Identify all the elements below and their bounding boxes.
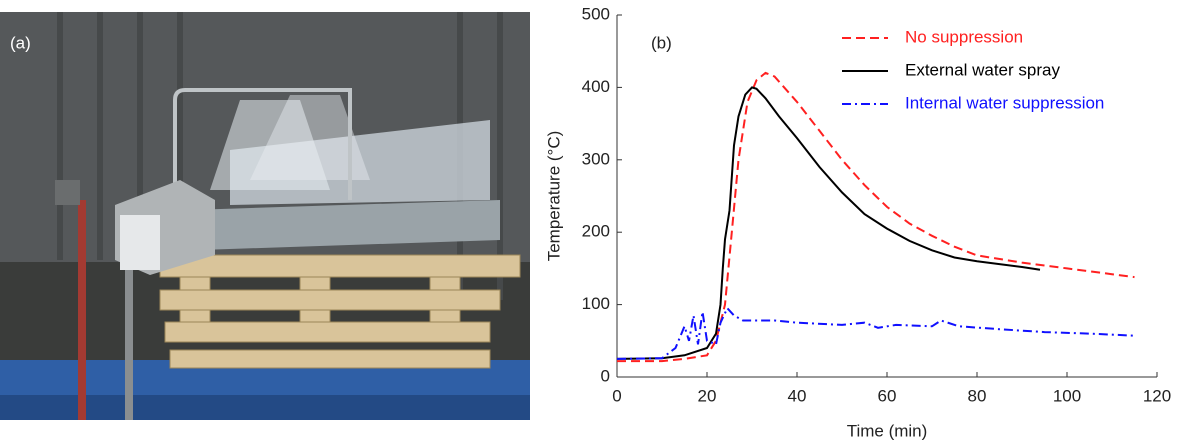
x-tick-label: 20 [698,386,717,405]
x-tick-label: 60 [878,386,897,405]
photo-label: (a) [10,33,31,52]
y-tick-label: 500 [582,4,610,23]
legend-label: External water spray [905,60,1060,79]
data-line [616,86,1041,360]
x-axis-label: Time (min) [847,421,928,440]
x-tick-label: 0 [612,386,621,405]
x-tick-label: 120 [1143,386,1171,405]
y-tick-label: 0 [601,366,610,385]
x-tick-label: 100 [1053,386,1081,405]
data-line [616,306,1135,360]
legend-label: No suppression [905,27,1023,46]
x-tick-label: 40 [788,386,807,405]
y-tick-label: 100 [582,294,610,313]
y-axis-label: Temperature (°C) [544,131,563,262]
y-tick-label: 300 [582,149,610,168]
x-tick-label: 80 [968,386,987,405]
legend-label: Internal water suppression [905,93,1104,112]
panel-label: (b) [651,33,672,52]
y-tick-label: 400 [582,77,610,96]
data-line [617,71,1135,363]
y-tick-label: 200 [582,222,610,241]
photo: (a) [0,12,530,420]
